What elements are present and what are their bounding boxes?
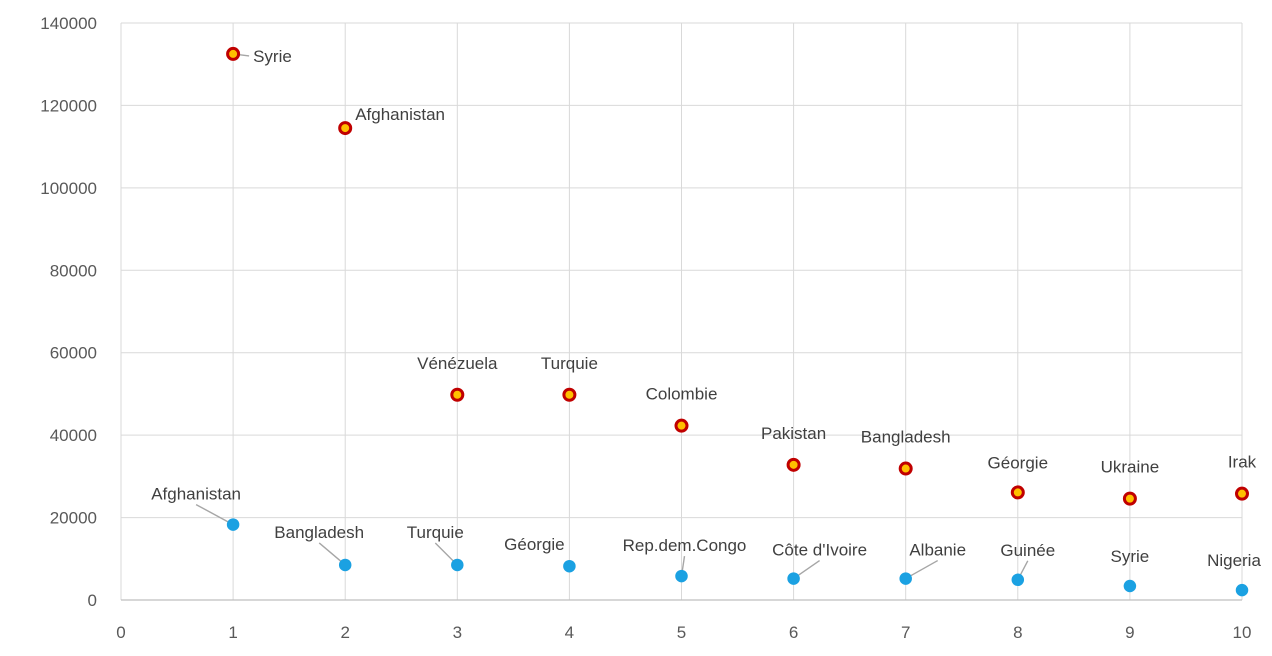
x-tick-label: 10 bbox=[1233, 623, 1252, 642]
data-label: Géorgie bbox=[988, 453, 1048, 472]
data-label: Turquie bbox=[541, 354, 598, 373]
x-tick-label: 4 bbox=[565, 623, 574, 642]
leader-line bbox=[195, 503, 234, 526]
data-label: Rep.dem.Congo bbox=[623, 536, 747, 555]
y-tick-label: 80000 bbox=[50, 261, 97, 280]
red-data-point bbox=[450, 387, 465, 402]
x-tick-label: 1 bbox=[228, 623, 237, 642]
y-tick-label: 40000 bbox=[50, 426, 97, 445]
data-label: Colombie bbox=[646, 385, 718, 404]
data-label: Guinée bbox=[1000, 541, 1055, 560]
axis-layer: 0 20000 40000 60000 80000 100000 120000 140000 0… bbox=[40, 14, 1251, 642]
y-tick-label: 140000 bbox=[40, 14, 97, 33]
data-label: Ukraine bbox=[1101, 458, 1160, 477]
data-label: Syrie bbox=[1111, 547, 1150, 566]
data-label: Vénézuela bbox=[417, 354, 498, 373]
x-tick-label: 5 bbox=[677, 623, 686, 642]
blue-data-point bbox=[338, 558, 352, 572]
red-data-point bbox=[1010, 485, 1025, 500]
x-tick-label: 0 bbox=[116, 623, 125, 642]
data-label: Turquie bbox=[407, 523, 464, 542]
point-layer bbox=[226, 46, 1249, 597]
blue-data-point bbox=[1011, 573, 1025, 587]
data-label: Pakistan bbox=[761, 424, 826, 443]
data-label: Côte d'Ivoire bbox=[772, 541, 867, 560]
red-data-point bbox=[1122, 491, 1137, 506]
red-data-point bbox=[338, 121, 353, 136]
leader-layer bbox=[195, 53, 1029, 581]
x-tick-label: 8 bbox=[1013, 623, 1022, 642]
red-data-point bbox=[226, 46, 241, 61]
blue-data-point bbox=[563, 559, 576, 573]
data-label: Bangladesh bbox=[274, 523, 364, 542]
x-tick-label: 3 bbox=[453, 623, 462, 642]
data-label: Albanie bbox=[909, 541, 966, 560]
blue-data-point bbox=[787, 572, 800, 585]
blue-data-point bbox=[675, 569, 688, 583]
data-label: Géorgie bbox=[504, 535, 564, 554]
red-data-point bbox=[1235, 486, 1249, 501]
y-tick-label: 100000 bbox=[40, 179, 97, 198]
y-tick-label: 0 bbox=[88, 591, 97, 610]
blue-data-point bbox=[899, 572, 912, 585]
data-label: Afghanistan bbox=[151, 485, 241, 504]
y-tick-label: 20000 bbox=[50, 509, 97, 528]
red-data-point bbox=[674, 418, 689, 433]
red-data-point bbox=[562, 387, 577, 402]
x-tick-label: 7 bbox=[901, 623, 910, 642]
blue-data-point bbox=[1123, 579, 1137, 593]
red-data-point bbox=[786, 457, 801, 472]
data-label: Bangladesh bbox=[861, 428, 951, 447]
data-label: Afghanistan bbox=[355, 105, 445, 124]
data-label: Syrie bbox=[253, 47, 292, 66]
blue-data-point bbox=[1235, 583, 1249, 597]
label-layer: Syrie Afghanistan Vénézuela Turquie Colombie… bbox=[151, 47, 1261, 570]
data-label: Irak bbox=[1228, 453, 1257, 472]
x-tick-label: 9 bbox=[1125, 623, 1134, 642]
x-tick-label: 2 bbox=[340, 623, 349, 642]
grid-layer bbox=[120, 22, 1243, 600]
y-tick-label: 60000 bbox=[50, 344, 97, 363]
x-tick-label: 6 bbox=[789, 623, 798, 642]
blue-data-point bbox=[226, 518, 240, 531]
blue-data-point bbox=[451, 558, 464, 572]
red-data-point bbox=[898, 461, 913, 476]
y-tick-label: 120000 bbox=[40, 96, 97, 115]
data-label: Nigeria bbox=[1207, 551, 1261, 570]
